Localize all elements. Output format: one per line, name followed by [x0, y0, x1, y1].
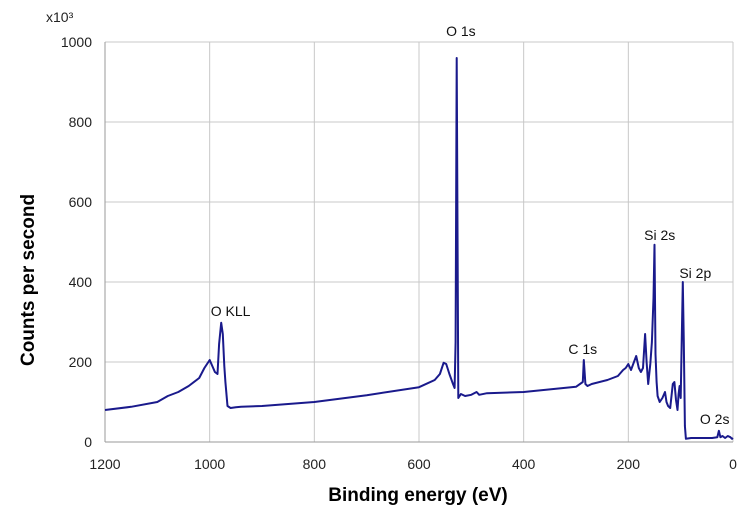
x-tick-label: 600: [407, 456, 431, 472]
peak-label: O 2s: [700, 411, 730, 427]
peak-label: C 1s: [568, 341, 597, 357]
x-tick-label: 1000: [194, 456, 225, 472]
y-tick-label: 800: [69, 114, 93, 130]
y-axis-title: Counts per second: [18, 194, 39, 366]
peak-annotations: O KLL O 1s C 1s Si 2s Si 2p O 2s: [211, 23, 730, 427]
spectrum-series: [104, 57, 734, 440]
x-tick-label: 200: [617, 456, 641, 472]
x-tick-label: 0: [729, 456, 737, 472]
axes: [104, 42, 733, 443]
y-tick-label: 400: [69, 274, 93, 290]
y-tick-label: 1000: [61, 34, 92, 50]
peak-label: Si 2s: [644, 227, 675, 243]
tick-labels: 0 200 400 600 800 1000 1200 1000 800 600 400 200 0: [61, 34, 737, 472]
x-axis-title: Binding energy (eV): [328, 485, 507, 506]
y-axis-multiplier: x10³: [46, 9, 74, 25]
y-tick-label: 200: [69, 354, 93, 370]
peak-label: O KLL: [211, 303, 251, 319]
spectrum-line: [104, 57, 734, 440]
y-tick-label: 600: [69, 194, 93, 210]
peak-label: Si 2p: [679, 265, 711, 281]
x-tick-label: 400: [512, 456, 536, 472]
peak-label: O 1s: [446, 23, 476, 39]
x-tick-label: 1200: [89, 456, 120, 472]
gridlines: [105, 41, 734, 442]
y-tick-label: 0: [84, 434, 92, 450]
x-tick-label: 800: [303, 456, 327, 472]
